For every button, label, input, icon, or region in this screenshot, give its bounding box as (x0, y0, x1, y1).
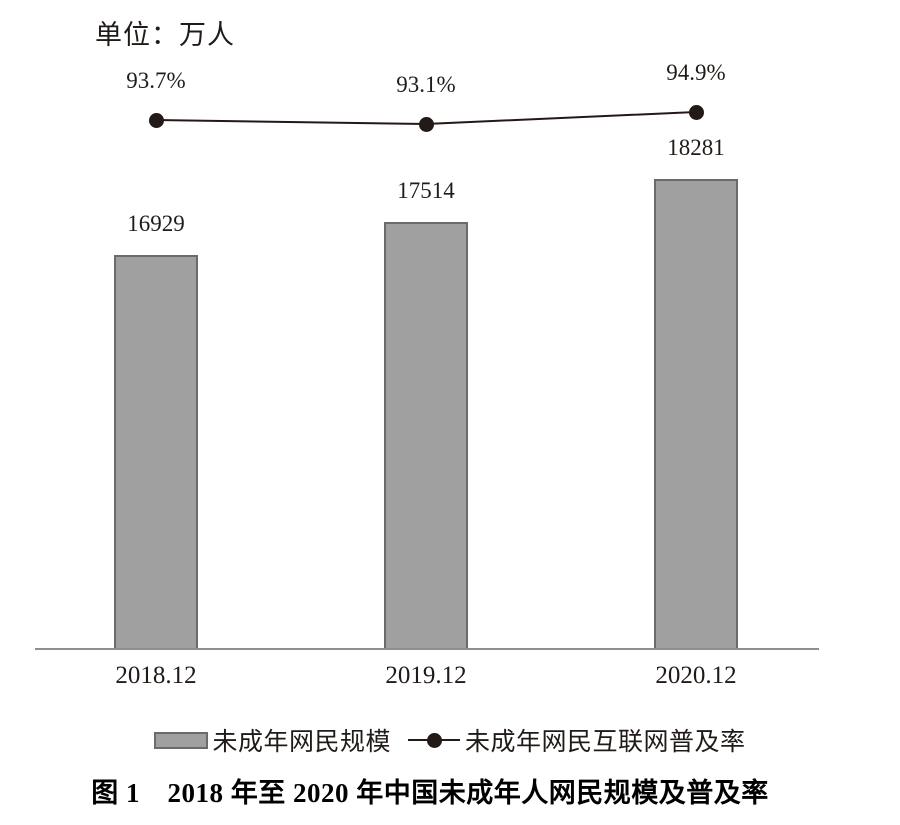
bar-value-label: 17514 (397, 178, 455, 203)
x-axis-line (35, 648, 819, 650)
line-dot-icon (426, 732, 442, 748)
rate-dot-icon (688, 104, 704, 120)
x-axis-label: 2020.12 (655, 662, 737, 689)
rate-value-label: 93.7% (126, 68, 186, 93)
unit-label: 单位：万人 (95, 20, 235, 50)
bar-value-label: 16929 (127, 211, 185, 236)
bar-legend-swatch-icon (154, 731, 209, 749)
bar-2019.12 (384, 222, 468, 650)
bar-2020.12 (654, 179, 738, 650)
bar-legend-label: 未成年网民规模 (212, 729, 391, 756)
figure-caption: 图 1 2018 年至 2020 年中国未成年人网民规模及普及率 (91, 778, 769, 808)
rate-dot-icon (418, 116, 434, 132)
bar-value-label: 18281 (667, 135, 725, 160)
rate-value-label: 93.1% (396, 72, 456, 97)
rate-value-label: 94.9% (666, 60, 726, 85)
line-legend-marker-icon (408, 732, 460, 748)
line-legend-label: 未成年网民互联网普及率 (465, 729, 746, 756)
legend: 未成年网民规模 未成年网民互联网普及率 (0, 722, 900, 758)
x-axis-label: 2019.12 (385, 662, 467, 689)
x-axis-label: 2018.12 (115, 662, 197, 689)
rate-dot-icon (148, 112, 164, 128)
bar-2018.12 (114, 255, 198, 650)
